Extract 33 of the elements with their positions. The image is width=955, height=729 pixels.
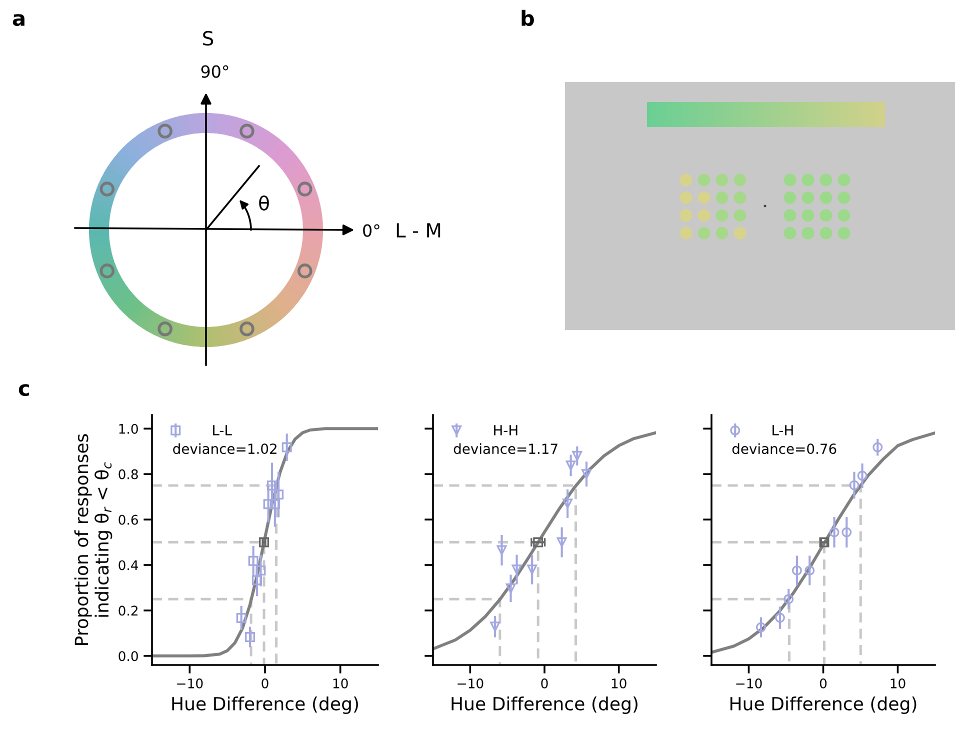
y-tick-label: 0.4 — [118, 560, 138, 570]
text: θ — [259, 195, 269, 211]
y-tick-label: 0.2 — [118, 606, 138, 616]
text: L - M — [396, 223, 440, 238]
text: b — [522, 10, 534, 26]
x-tick-label: 10 — [612, 678, 626, 688]
x-tick-label: −10 — [177, 678, 203, 688]
x-tick-label: −10 — [736, 678, 762, 688]
y-tick-label: 0.0 — [118, 651, 138, 662]
y-tick-label: 0.6 — [118, 514, 138, 525]
x-tick-label: 0 — [541, 678, 548, 688]
x-tick-label: 0 — [262, 678, 268, 688]
x-tick-label: 10 — [890, 678, 906, 688]
x-axis-title: Hue Difference (deg) — [172, 696, 358, 714]
y-tick-label: 1.0 — [119, 424, 138, 434]
text: 90° — [201, 65, 228, 78]
annotation: deviance=1.17 — [454, 443, 558, 454]
x-axis-title: Hue Difference (deg) — [452, 696, 638, 714]
text: a — [12, 14, 24, 26]
legend-label: H-H — [494, 425, 518, 436]
chart-title: c — [18, 384, 29, 396]
y-tick-label: 0.8 — [118, 469, 138, 480]
legend-label: L-L — [213, 425, 232, 436]
y-axis-title: Proportion of responses indicating θ$_{r}$ < θ$_{c}$ — [74, 434, 112, 645]
x-tick-label: −10 — [458, 678, 484, 688]
annotation: deviance=0.76 — [732, 443, 836, 454]
annotation: deviance=1.02 — [173, 443, 276, 454]
legend-label: L-H — [772, 425, 793, 436]
x-tick-label: 0 — [820, 678, 827, 688]
text: 0° — [363, 224, 380, 237]
x-axis-title: Hue Difference (deg) — [730, 696, 916, 714]
x-tick-label: 10 — [333, 678, 348, 688]
text: S — [203, 30, 214, 46]
